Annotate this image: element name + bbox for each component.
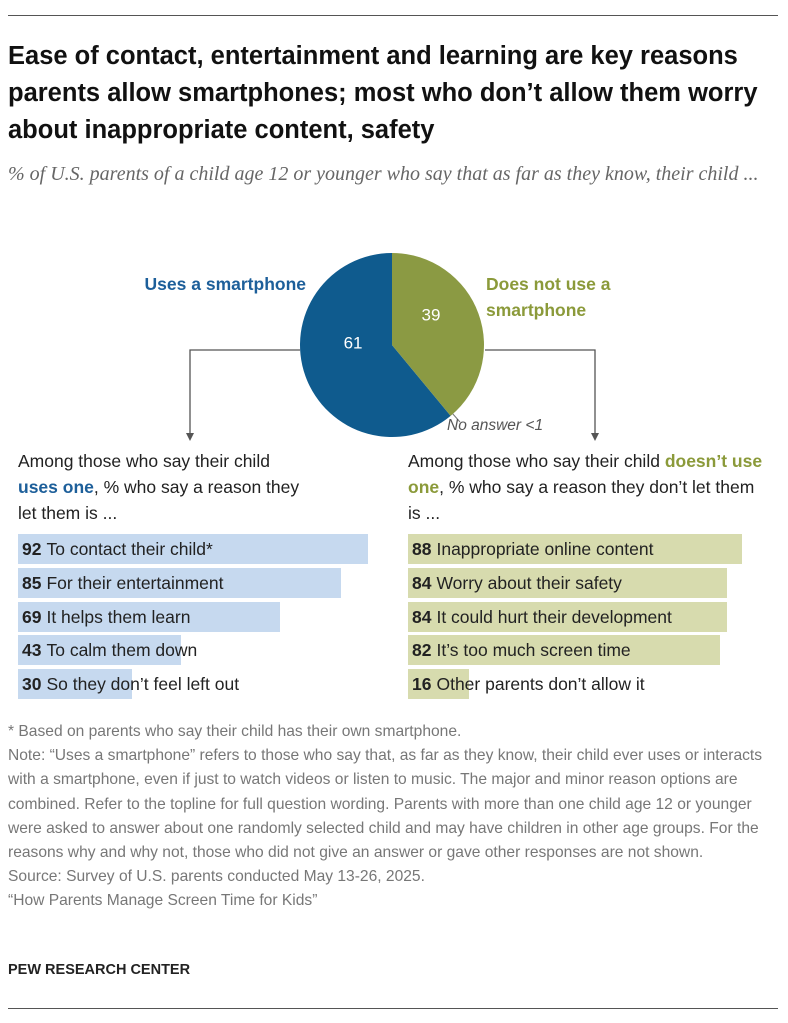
category-label: So they don’t feel left out <box>46 674 240 695</box>
bar-text: 92 To contact their child* <box>22 534 213 564</box>
bar-row: 85 For their entertainment <box>18 567 398 598</box>
arrow <box>591 433 599 441</box>
category-label: For their entertainment <box>46 572 224 593</box>
value-label: 69 <box>22 606 42 627</box>
value-label: 30 <box>22 674 42 695</box>
category-label: Inappropriate online content <box>436 539 654 559</box>
bar <box>408 601 728 632</box>
bar-row: 84 It could hurt their development <box>408 601 788 632</box>
value-label: 84 <box>412 572 432 593</box>
bar-text: 82 It’s too much screen time <box>412 635 631 665</box>
note: * Based on parents who say their child h… <box>8 723 462 740</box>
bar-intro: Among those who say their child uses one… <box>18 448 303 526</box>
intro-highlight: doesn’t use one <box>408 451 763 497</box>
bar-row: 43 To calm them down <box>18 635 398 666</box>
arrow <box>186 433 194 441</box>
bar-row: 84 Worry about their safety <box>408 567 788 598</box>
bar-text: 69 It helps them learn <box>22 602 190 632</box>
bar-text: 30 So they don’t feel left out <box>22 669 239 699</box>
pie-slice <box>299 253 451 437</box>
connector <box>485 349 596 435</box>
bar-row: 88 Inappropriate online content <box>408 534 788 564</box>
value-label: 92 <box>22 539 42 559</box>
connector <box>189 349 300 435</box>
bar <box>18 567 341 598</box>
category-label: It could hurt their development <box>436 606 672 627</box>
note: “How Parents Manage Screen Time for Kids… <box>8 892 318 910</box>
value-label: 16 <box>412 674 432 695</box>
pie-slice <box>392 253 484 416</box>
bar-row: 16 Other parents don’t allow it <box>408 669 788 700</box>
bar <box>18 635 182 666</box>
top-rule <box>8 15 778 16</box>
bar-row: 92 To contact their child* <box>18 534 398 564</box>
legend-label: Does not use a smartphone <box>486 274 611 320</box>
pie-value-label: 39 <box>421 305 440 324</box>
bar-text: 84 Worry about their safety <box>412 568 622 598</box>
pie-chart: 61 39 No answer <1 <box>186 253 599 441</box>
bar <box>408 669 469 700</box>
intro-text: , % who say a reason they let them is ..… <box>18 477 300 523</box>
bar-row: 82 It’s too much screen time <box>408 635 788 666</box>
annotation: No answer <1 <box>447 417 543 434</box>
category-label: Worry about their safety <box>436 572 622 593</box>
intro-text: Among those who say their child <box>408 451 665 471</box>
bar <box>18 669 132 700</box>
intro-text: , % who say a reason they don’t let them… <box>408 477 755 523</box>
category-label: It helps them learn <box>46 606 191 627</box>
bar <box>408 567 728 598</box>
value-label: 43 <box>22 640 42 661</box>
bar-text: 85 For their entertainment <box>22 568 224 598</box>
bar-row: 69 It helps them learn <box>18 601 398 632</box>
value-label: 82 <box>412 640 432 661</box>
bar <box>18 534 368 564</box>
bar <box>18 601 281 632</box>
note: Note: “Uses a smartphone” refers to thos… <box>8 747 763 862</box>
pie-value-label: 61 <box>344 334 363 353</box>
bar-text: 84 It could hurt their development <box>412 602 672 632</box>
intro-text: Among those who say their child <box>18 451 270 471</box>
legend-label: Uses a smartphone <box>144 274 306 294</box>
chart-title: Ease of contact, entertainment and learn… <box>8 42 758 144</box>
value-label: 85 <box>22 572 42 593</box>
bar-text: 43 To calm them down <box>22 635 197 665</box>
category-label: To calm them down <box>46 640 198 661</box>
value-label: 88 <box>412 539 432 559</box>
bar-text: 16 Other parents don’t allow it <box>412 669 645 699</box>
bottom-rule <box>8 1008 778 1009</box>
bar-intro: Among those who say their child doesn’t … <box>408 448 763 526</box>
bar <box>408 534 743 564</box>
annotation-leader <box>451 412 461 423</box>
chart-subtitle: % of U.S. parents of a child age 12 or y… <box>8 163 759 185</box>
category-label: To contact their child* <box>46 539 213 559</box>
bar-text: 88 Inappropriate online content <box>412 534 653 564</box>
bar <box>408 635 720 666</box>
notes: * Based on parents who say their child h… <box>8 720 783 914</box>
category-label: It’s too much screen time <box>436 640 631 661</box>
note: Source: Survey of U.S. parents conducted… <box>8 868 425 886</box>
intro-highlight: uses one <box>18 477 94 497</box>
value-label: 84 <box>412 606 432 627</box>
brand: PEW RESEARCH CENTER <box>8 962 191 978</box>
bar-row: 30 So they don’t feel left out <box>18 669 398 700</box>
category-label: Other parents don’t allow it <box>436 674 645 695</box>
